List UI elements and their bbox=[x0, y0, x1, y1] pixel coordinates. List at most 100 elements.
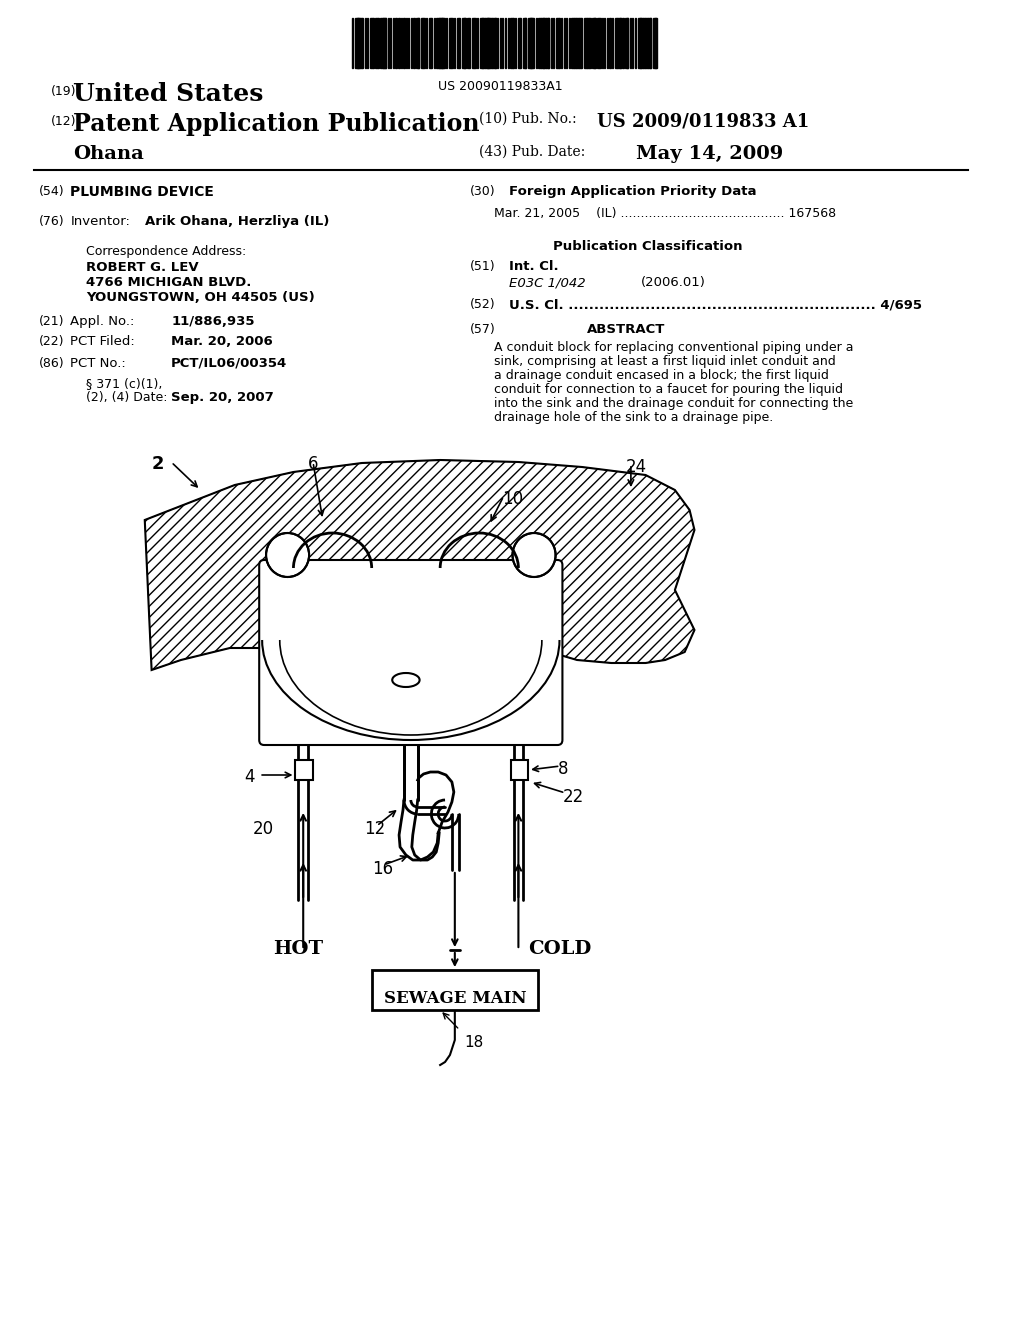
Bar bbox=[429, 18, 430, 69]
Text: Publication Classification: Publication Classification bbox=[553, 240, 742, 253]
Bar bbox=[472, 18, 474, 69]
Bar bbox=[625, 18, 628, 69]
Bar bbox=[543, 18, 546, 69]
Bar bbox=[546, 18, 549, 69]
Bar bbox=[539, 18, 541, 69]
Bar bbox=[489, 18, 492, 69]
Text: Int. Cl.: Int. Cl. bbox=[509, 260, 558, 273]
Bar bbox=[645, 18, 648, 69]
Text: Appl. No.:: Appl. No.: bbox=[71, 315, 135, 327]
Bar bbox=[528, 18, 531, 69]
Text: (54): (54) bbox=[39, 185, 65, 198]
Bar bbox=[380, 18, 384, 69]
Text: 18: 18 bbox=[465, 1035, 484, 1049]
FancyBboxPatch shape bbox=[259, 560, 562, 744]
Bar bbox=[648, 18, 650, 69]
Text: A conduit block for replacing conventional piping under a: A conduit block for replacing convention… bbox=[494, 341, 853, 354]
Bar bbox=[523, 18, 525, 69]
Bar bbox=[414, 18, 416, 69]
Bar bbox=[457, 18, 459, 69]
Text: into the sink and the drainage conduit for connecting the: into the sink and the drainage conduit f… bbox=[494, 397, 853, 411]
Bar bbox=[438, 18, 442, 69]
Bar bbox=[592, 18, 595, 69]
Text: PCT/IL06/00354: PCT/IL06/00354 bbox=[171, 356, 288, 370]
Text: (57): (57) bbox=[469, 323, 496, 337]
Bar bbox=[449, 18, 451, 69]
Text: HOT: HOT bbox=[273, 940, 324, 958]
Text: Patent Application Publication: Patent Application Publication bbox=[74, 112, 480, 136]
Bar bbox=[597, 18, 599, 69]
Text: § 371 (c)(1),: § 371 (c)(1), bbox=[86, 378, 163, 389]
Text: 24: 24 bbox=[626, 458, 647, 477]
Bar bbox=[354, 18, 358, 69]
Bar bbox=[484, 18, 488, 69]
Bar bbox=[436, 18, 440, 69]
Text: (2006.01): (2006.01) bbox=[641, 276, 706, 289]
Bar bbox=[587, 18, 590, 69]
Text: PCT No.:: PCT No.: bbox=[71, 356, 126, 370]
Text: 16: 16 bbox=[372, 861, 393, 878]
Text: 2: 2 bbox=[152, 455, 164, 473]
Bar bbox=[441, 18, 444, 69]
Text: 4766 MICHIGAN BLVD.: 4766 MICHIGAN BLVD. bbox=[86, 276, 252, 289]
Bar bbox=[398, 18, 400, 69]
Text: 20: 20 bbox=[252, 820, 273, 838]
FancyBboxPatch shape bbox=[372, 970, 538, 1010]
Text: Foreign Application Priority Data: Foreign Application Priority Data bbox=[509, 185, 756, 198]
Text: 6: 6 bbox=[308, 455, 318, 473]
Text: (43) Pub. Date:: (43) Pub. Date: bbox=[479, 145, 586, 158]
Bar bbox=[510, 18, 513, 69]
Text: (52): (52) bbox=[469, 298, 496, 312]
Circle shape bbox=[513, 533, 556, 577]
Text: Mar. 20, 2006: Mar. 20, 2006 bbox=[171, 335, 273, 348]
Text: U.S. Cl. ............................................................ 4/695: U.S. Cl. ...............................… bbox=[509, 298, 922, 312]
Bar bbox=[573, 18, 575, 69]
Bar bbox=[462, 18, 466, 69]
Text: 8: 8 bbox=[557, 760, 568, 777]
Text: Sep. 20, 2007: Sep. 20, 2007 bbox=[171, 391, 274, 404]
Text: PCT Filed:: PCT Filed: bbox=[71, 335, 135, 348]
Text: 12: 12 bbox=[364, 820, 385, 838]
PathPatch shape bbox=[144, 459, 694, 671]
Text: SEWAGE MAIN: SEWAGE MAIN bbox=[384, 990, 526, 1007]
Text: Mar. 21, 2005    (IL) ......................................... 167568: Mar. 21, 2005 (IL) .....................… bbox=[494, 207, 836, 220]
Text: conduit for connection to a faucet for pouring the liquid: conduit for connection to a faucet for p… bbox=[494, 383, 843, 396]
Text: Arik Ohana, Herzliya (IL): Arik Ohana, Herzliya (IL) bbox=[144, 215, 329, 228]
Bar bbox=[493, 18, 497, 69]
Bar bbox=[295, 760, 313, 780]
Bar bbox=[383, 18, 386, 69]
Bar bbox=[370, 18, 373, 69]
Text: 22: 22 bbox=[562, 788, 584, 807]
Text: PLUMBING DEVICE: PLUMBING DEVICE bbox=[71, 185, 214, 199]
Bar bbox=[375, 18, 378, 69]
Text: US 20090119833A1: US 20090119833A1 bbox=[438, 81, 563, 92]
Bar bbox=[614, 18, 616, 69]
Bar bbox=[373, 18, 375, 69]
Text: COLD: COLD bbox=[528, 940, 592, 958]
Text: (19): (19) bbox=[51, 84, 77, 98]
Bar bbox=[511, 760, 528, 780]
Bar bbox=[599, 18, 601, 69]
Text: (86): (86) bbox=[39, 356, 65, 370]
Text: May 14, 2009: May 14, 2009 bbox=[636, 145, 783, 162]
Text: 14: 14 bbox=[440, 620, 461, 638]
Text: sink, comprising at least a first liquid inlet conduit and: sink, comprising at least a first liquid… bbox=[494, 355, 836, 368]
Text: drainage hole of the sink to a drainage pipe.: drainage hole of the sink to a drainage … bbox=[494, 411, 773, 424]
Bar bbox=[589, 18, 591, 69]
Bar bbox=[395, 18, 397, 69]
Bar bbox=[577, 18, 580, 69]
Text: ROBERT G. LEV: ROBERT G. LEV bbox=[86, 261, 199, 275]
Text: E03C 1/042: E03C 1/042 bbox=[509, 276, 586, 289]
Bar bbox=[623, 18, 625, 69]
Bar bbox=[617, 18, 621, 69]
Bar bbox=[579, 18, 581, 69]
Bar bbox=[530, 18, 534, 69]
Text: (2), (4) Date:: (2), (4) Date: bbox=[86, 391, 168, 404]
Bar bbox=[479, 18, 483, 69]
Text: (30): (30) bbox=[469, 185, 496, 198]
Bar bbox=[640, 18, 643, 69]
Text: YOUNGSTOWN, OH 44505 (US): YOUNGSTOWN, OH 44505 (US) bbox=[86, 290, 314, 304]
Bar bbox=[518, 18, 520, 69]
Bar bbox=[638, 18, 641, 69]
Bar bbox=[541, 18, 544, 69]
